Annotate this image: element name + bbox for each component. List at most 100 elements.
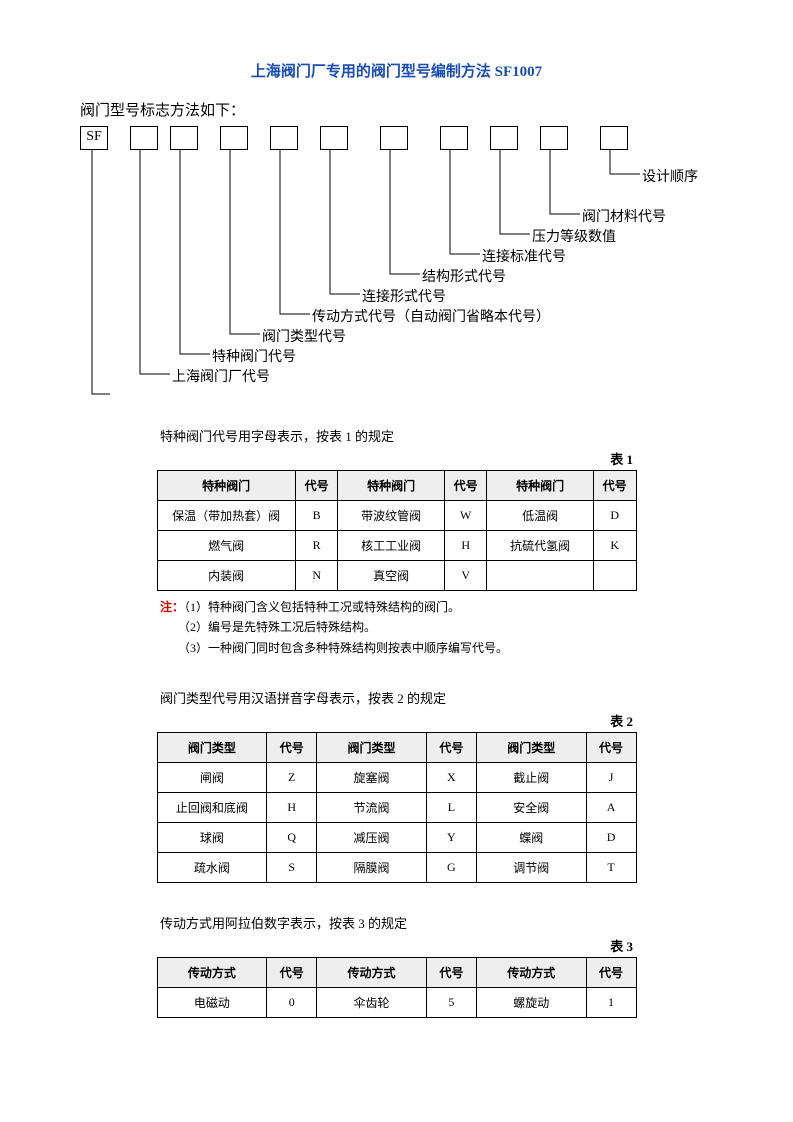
- table1: 特种阀门 代号 特种阀门 代号 特种阀门 代号 保温（带加热套）阀B带波纹管阀W…: [157, 470, 637, 591]
- table-cell: N: [295, 561, 338, 591]
- table1-label: 表 1: [80, 449, 633, 468]
- t3h4: 传动方式: [476, 958, 586, 988]
- table-row: 球阀Q减压阀Y蝶阀D: [157, 823, 636, 853]
- table-cell: K: [593, 531, 636, 561]
- page-title: 上海阀门厂专用的阀门型号编制方法 SF1007: [80, 60, 713, 81]
- table-cell: 核工工业阀: [338, 531, 444, 561]
- sf-box: SF: [80, 126, 108, 150]
- empty-box-8: [490, 126, 518, 150]
- table-cell: Y: [426, 823, 476, 853]
- table3-label: 表 3: [80, 936, 633, 955]
- table2-body: 闸阀Z旋塞阀X截止阀J止回阀和底阀H节流阀L安全阀A球阀Q减压阀Y蝶阀D疏水阀S…: [157, 763, 636, 883]
- t3h3: 代号: [426, 958, 476, 988]
- dl-0: 设计顺序: [642, 166, 698, 186]
- section2-caption: 阀门类型代号用汉语拼音字母表示，按表 2 的规定: [160, 688, 713, 707]
- table3-body: 电磁动0伞齿轮5螺旋动1: [157, 988, 636, 1018]
- table-cell: X: [426, 763, 476, 793]
- empty-box-7: [440, 126, 468, 150]
- section1-caption: 特种阀门代号用字母表示，按表 1 的规定: [160, 426, 713, 445]
- table-cell: [487, 561, 593, 591]
- dl-5: 连接形式代号: [362, 286, 446, 306]
- t3h2: 传动方式: [317, 958, 427, 988]
- t2h1: 代号: [267, 733, 317, 763]
- table-row: 内装阀N真空阀V: [157, 561, 636, 591]
- table-cell: H: [267, 793, 317, 823]
- table-cell: H: [444, 531, 487, 561]
- table-row: 疏水阀S隔膜阀G调节阀T: [157, 853, 636, 883]
- t3h0: 传动方式: [157, 958, 267, 988]
- table-cell: 螺旋动: [476, 988, 586, 1018]
- dl-1: 阀门材料代号: [582, 206, 666, 226]
- table-cell: 内装阀: [157, 561, 295, 591]
- table-cell: J: [586, 763, 636, 793]
- t2h2: 阀门类型: [317, 733, 427, 763]
- table-cell: 旋塞阀: [317, 763, 427, 793]
- note2: （2）编号是先特殊工况后特殊结构。: [184, 620, 376, 634]
- notes-label: 注：: [160, 600, 184, 614]
- table-cell: G: [426, 853, 476, 883]
- diagram-lines: [80, 126, 713, 406]
- table-row: 燃气阀R核工工业阀H抗硫代氢阀K: [157, 531, 636, 561]
- dl-7: 阀门类型代号: [262, 326, 346, 346]
- dl-2: 压力等级数值: [532, 226, 616, 246]
- table2-header-row: 阀门类型 代号 阀门类型 代号 阀门类型 代号: [157, 733, 636, 763]
- dl-3: 连接标准代号: [482, 246, 566, 266]
- table-cell: 蝶阀: [476, 823, 586, 853]
- empty-box-3: [220, 126, 248, 150]
- table-cell: V: [444, 561, 487, 591]
- table-cell: 节流阀: [317, 793, 427, 823]
- table-cell: Q: [267, 823, 317, 853]
- table-cell: 截止阀: [476, 763, 586, 793]
- dl-8: 特种阀门代号: [212, 346, 296, 366]
- table-cell: T: [586, 853, 636, 883]
- table-cell: 球阀: [157, 823, 267, 853]
- dl-6: 传动方式代号（自动阀门省略本代号）: [312, 306, 550, 326]
- table1-notes: 注：（1）特种阀门含义包括特种工况或特殊结构的阀门。 注：（2）编号是先特殊工况…: [160, 597, 713, 658]
- table-cell: 抗硫代氢阀: [487, 531, 593, 561]
- t3h5: 代号: [586, 958, 636, 988]
- table-cell: A: [586, 793, 636, 823]
- table1-header-row: 特种阀门 代号 特种阀门 代号 特种阀门 代号: [157, 471, 636, 501]
- table-cell: 闸阀: [157, 763, 267, 793]
- table-cell: 安全阀: [476, 793, 586, 823]
- dl-4: 结构形式代号: [422, 266, 506, 286]
- coding-diagram: SF 设计顺序 阀门材料代号 压力等级数值 连接标准代号 结构形式代号 连接形式…: [80, 126, 713, 406]
- table3: 传动方式 代号 传动方式 代号 传动方式 代号 电磁动0伞齿轮5螺旋动1: [157, 957, 637, 1018]
- table-cell: W: [444, 501, 487, 531]
- table-cell: D: [593, 501, 636, 531]
- table-cell: 燃气阀: [157, 531, 295, 561]
- t1h1: 代号: [295, 471, 338, 501]
- table1-body: 保温（带加热套）阀B带波纹管阀W低温阀D燃气阀R核工工业阀H抗硫代氢阀K内装阀N…: [157, 501, 636, 591]
- table-cell: L: [426, 793, 476, 823]
- table3-header-row: 传动方式 代号 传动方式 代号 传动方式 代号: [157, 958, 636, 988]
- table-cell: [593, 561, 636, 591]
- t1h4: 特种阀门: [487, 471, 593, 501]
- table-cell: 疏水阀: [157, 853, 267, 883]
- table2: 阀门类型 代号 阀门类型 代号 阀门类型 代号 闸阀Z旋塞阀X截止阀J止回阀和底…: [157, 732, 637, 883]
- table-cell: S: [267, 853, 317, 883]
- empty-box-2: [170, 126, 198, 150]
- empty-box-4: [270, 126, 298, 150]
- empty-box-6: [380, 126, 408, 150]
- dl-9: 上海阀门厂代号: [172, 366, 270, 386]
- empty-box-10: [600, 126, 628, 150]
- empty-box-1: [130, 126, 158, 150]
- table-cell: 低温阀: [487, 501, 593, 531]
- t2h4: 阀门类型: [476, 733, 586, 763]
- table-cell: 调节阀: [476, 853, 586, 883]
- table-cell: 保温（带加热套）阀: [157, 501, 295, 531]
- table-cell: 隔膜阀: [317, 853, 427, 883]
- empty-box-5: [320, 126, 348, 150]
- table-row: 止回阀和底阀H节流阀L安全阀A: [157, 793, 636, 823]
- table-cell: B: [295, 501, 338, 531]
- table-cell: 带波纹管阀: [338, 501, 444, 531]
- note1: （1）特种阀门含义包括特种工况或特殊结构的阀门。: [184, 600, 460, 614]
- section3-caption: 传动方式用阿拉伯数字表示，按表 3 的规定: [160, 913, 713, 932]
- table2-label: 表 2: [80, 711, 633, 730]
- empty-box-9: [540, 126, 568, 150]
- t2h5: 代号: [586, 733, 636, 763]
- note3: （3）一种阀门同时包含多种特殊结构则按表中顺序编写代号。: [184, 641, 508, 655]
- table-cell: 减压阀: [317, 823, 427, 853]
- t2h3: 代号: [426, 733, 476, 763]
- table-cell: 0: [267, 988, 317, 1018]
